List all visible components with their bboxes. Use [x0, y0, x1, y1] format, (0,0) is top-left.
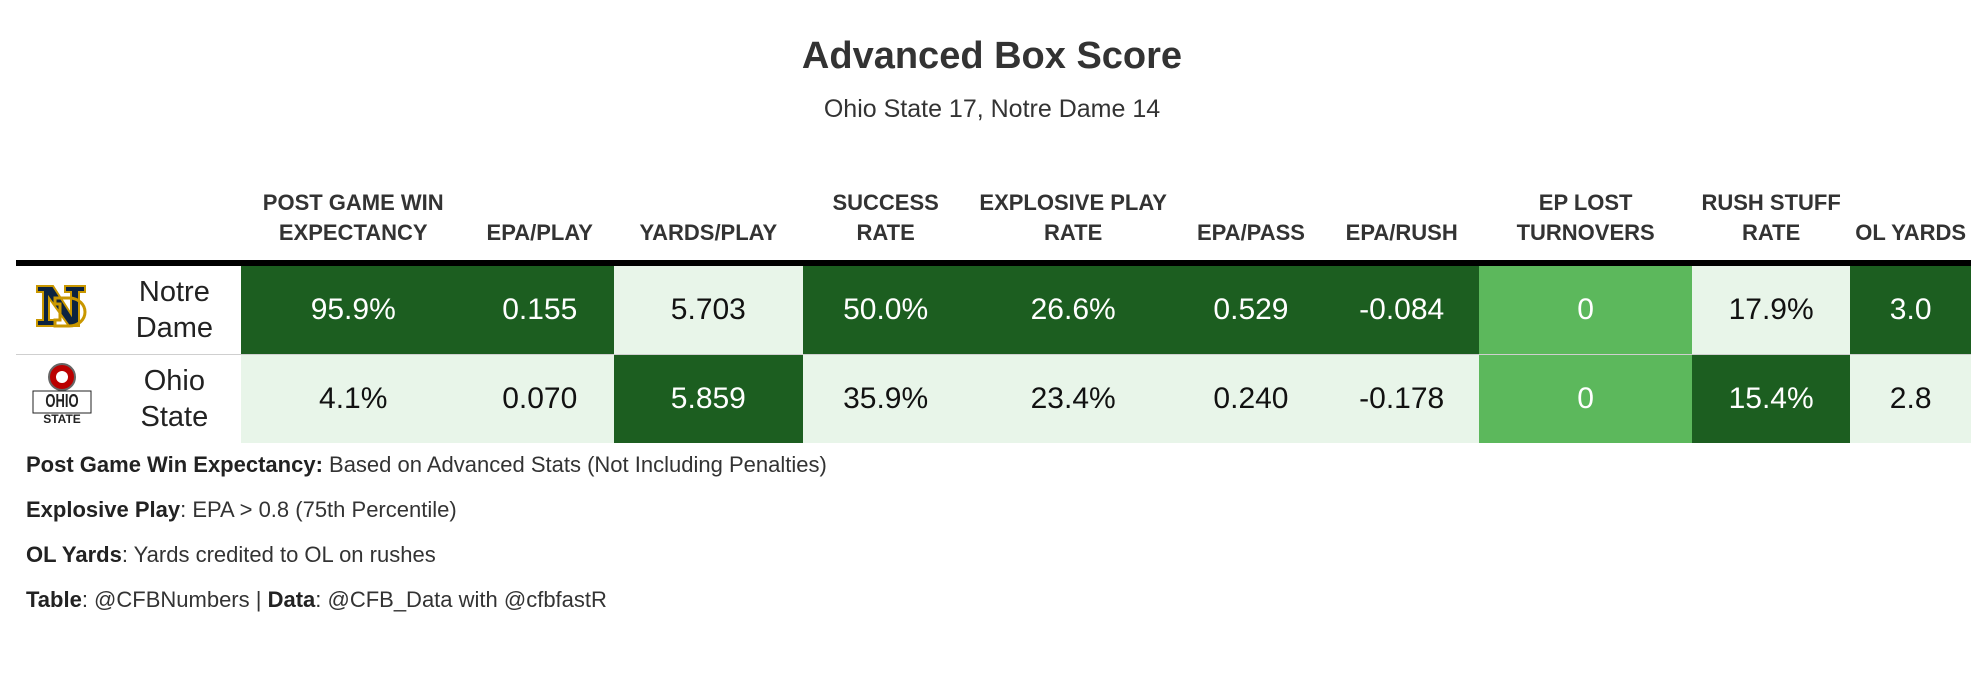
column-header: OL YARDS	[1850, 148, 1971, 266]
footnote-text: : EPA > 0.8 (75th Percentile)	[180, 497, 457, 522]
footnote-label: OL Yards	[26, 542, 122, 567]
stat-cell: 4.1%	[240, 354, 466, 443]
team-name: Ohio State	[107, 354, 241, 443]
stat-cell: 0.070	[465, 354, 614, 443]
team-name: Notre Dame	[107, 262, 241, 355]
notre-dame-logo	[33, 285, 91, 341]
footnote: Explosive Play: EPA > 0.8 (75th Percenti…	[26, 493, 827, 538]
stat-cell: 3.0	[1850, 262, 1971, 355]
stat-cell: 2.8	[1850, 354, 1971, 443]
stat-cell: 50.0%	[802, 262, 969, 355]
stat-cell: 17.9%	[1691, 262, 1851, 355]
column-header: POST GAME WIN EXPECTANCY	[240, 148, 466, 266]
footnote: OL Yards: Yards credited to OL on rushes	[26, 538, 827, 583]
stat-cell: 0	[1479, 262, 1692, 355]
column-header: SUCCESS RATE	[802, 148, 969, 266]
footnote-label: Explosive Play	[26, 497, 181, 522]
credits-data-label: Data	[267, 587, 316, 612]
stat-cell: -0.084	[1324, 262, 1480, 355]
chart-subtitle: Ohio State 17, Notre Dame 14	[823, 95, 1161, 123]
stat-cell: 0.529	[1177, 262, 1325, 355]
chart-title: Advanced Box Score	[801, 35, 1183, 77]
column-header: YARDS/PLAY	[613, 148, 803, 266]
stat-cell: 0.155	[465, 262, 614, 355]
footnote-text: : Yards credited to OL on rushes	[121, 542, 436, 567]
footnote: Post Game Win Expectancy: Based on Advan…	[26, 448, 827, 493]
ohio-state-logo: OHIO STATE	[31, 363, 93, 434]
column-header: EPA/RUSH	[1324, 148, 1480, 266]
svg-text:STATE: STATE	[43, 412, 81, 426]
svg-text:OHIO: OHIO	[45, 392, 78, 412]
table-row: Notre Dame 95.9% 0.155 5.703 50.0% 26.6% 0.529…	[16, 262, 1971, 355]
credits: Table: @CFBNumbers | Data: @CFB_Data wit…	[26, 583, 827, 628]
column-header: EPA/PLAY	[465, 148, 614, 266]
stat-cell: 95.9%	[240, 262, 466, 355]
stat-cell: -0.178	[1324, 354, 1480, 443]
team-logo-cell	[16, 262, 108, 355]
stat-cell: 5.703	[613, 262, 803, 355]
stat-cell: 35.9%	[802, 354, 969, 443]
header-row: POST GAME WIN EXPECTANCY EPA/PLAY YARDS/PL…	[16, 148, 1971, 266]
stat-cell: 15.4%	[1691, 354, 1851, 443]
footnote-label: Post Game Win Expectancy:	[26, 452, 323, 477]
column-header: RUSH STUFF RATE	[1691, 148, 1851, 266]
header-logo	[16, 148, 108, 266]
table-row: OHIO STATE Ohio State 4.1% 0.070 5.859 35.9% 23…	[16, 354, 1971, 443]
credits-table-text: : @CFBNumbers |	[81, 587, 268, 612]
credits-data-text: : @CFB_Data with @cfbfastR	[315, 587, 607, 612]
stat-cell: 0	[1479, 354, 1692, 443]
column-header: EP LOST TURNOVERS	[1479, 148, 1692, 266]
header-team	[107, 148, 241, 266]
footnotes: Post Game Win Expectancy: Based on Advan…	[26, 448, 827, 628]
stat-cell: 5.859	[613, 354, 803, 443]
stat-cell: 0.240	[1177, 354, 1325, 443]
stat-cell: 26.6%	[968, 262, 1178, 355]
footnote-text: Based on Advanced Stats (Not Including P…	[322, 452, 827, 477]
stat-cell: 23.4%	[968, 354, 1178, 443]
column-header: EPA/PASS	[1177, 148, 1325, 266]
team-logo-cell: OHIO STATE	[16, 354, 108, 443]
table-body: Notre Dame 95.9% 0.155 5.703 50.0% 26.6% 0.529…	[16, 262, 1971, 443]
box-score-table: POST GAME WIN EXPECTANCY EPA/PLAY YARDS/PL…	[16, 148, 1971, 443]
credits-table-label: Table	[26, 587, 82, 612]
column-header: EXPLOSIVE PLAY RATE	[968, 148, 1178, 266]
